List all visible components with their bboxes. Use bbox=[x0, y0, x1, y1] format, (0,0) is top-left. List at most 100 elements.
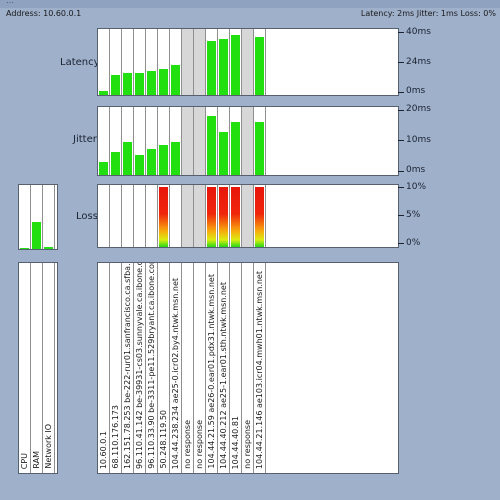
loss-bar bbox=[219, 187, 228, 247]
hop-name-column[interactable]: 104.44.40.81 bbox=[230, 263, 242, 473]
hop-name-column[interactable]: 10.60.0.1 bbox=[98, 263, 110, 473]
window-title: … bbox=[6, 0, 14, 5]
resource-bar bbox=[32, 222, 41, 249]
latency-column[interactable] bbox=[122, 29, 134, 95]
jitter-bar bbox=[159, 145, 168, 175]
hop-name: 104.44.21.59 ae26-0.ear01.pdx31.ntwk.msn… bbox=[207, 274, 216, 469]
latency-column[interactable] bbox=[170, 29, 182, 95]
hop-name-column[interactable]: no response bbox=[194, 263, 206, 473]
loss-axis-tick bbox=[398, 187, 404, 188]
loss-axis-min: 0% bbox=[406, 238, 421, 248]
latency-column[interactable] bbox=[158, 29, 170, 95]
jitter-axis-mid: 10ms bbox=[406, 135, 431, 145]
jitter-chart[interactable] bbox=[97, 106, 399, 176]
loss-chart[interactable] bbox=[97, 184, 399, 248]
loss-bar bbox=[255, 187, 264, 247]
jitter-bar bbox=[135, 155, 144, 175]
latency-column[interactable] bbox=[110, 29, 122, 95]
latency-column[interactable] bbox=[218, 29, 230, 95]
jitter-axis-tick bbox=[398, 110, 404, 111]
jitter-column[interactable] bbox=[110, 107, 122, 175]
resource-label-column: CPU bbox=[19, 263, 31, 473]
resource-label-column: RAM bbox=[31, 263, 43, 473]
loss-label: Loss bbox=[76, 211, 98, 222]
loss-column[interactable] bbox=[170, 185, 182, 247]
loss-column[interactable] bbox=[158, 185, 170, 247]
loss-column[interactable] bbox=[206, 185, 218, 247]
resource-bar bbox=[20, 248, 29, 249]
resource-label: CPU bbox=[20, 452, 29, 469]
jitter-column[interactable] bbox=[242, 107, 254, 175]
jitter-axis-min: 0ms bbox=[406, 165, 426, 175]
jitter-column[interactable] bbox=[146, 107, 158, 175]
hop-name: 104.44.238.234 ae25-0.icr02.by4.ntwk.msn… bbox=[171, 277, 180, 469]
jitter-column[interactable] bbox=[158, 107, 170, 175]
jitter-column[interactable] bbox=[218, 107, 230, 175]
latency-chart[interactable] bbox=[97, 28, 399, 96]
latency-column[interactable] bbox=[194, 29, 206, 95]
loss-column[interactable] bbox=[194, 185, 206, 247]
hop-name-column[interactable]: no response bbox=[242, 263, 254, 473]
loss-column[interactable] bbox=[110, 185, 122, 247]
latency-column[interactable] bbox=[254, 29, 266, 95]
loss-axis-tick bbox=[398, 215, 404, 216]
latency-axis-tick bbox=[398, 92, 404, 93]
hop-name-column[interactable]: 104.44.21.146 ae103.icr04.mwh01.ntwk.msn… bbox=[254, 263, 266, 473]
jitter-column[interactable] bbox=[194, 107, 206, 175]
jitter-bar bbox=[255, 122, 264, 175]
jitter-label: Jitter bbox=[73, 134, 97, 145]
jitter-column[interactable] bbox=[170, 107, 182, 175]
summary-stats: Latency: 2ms Jitter: 1ms Loss: 0% bbox=[360, 9, 496, 18]
jitter-bar bbox=[219, 132, 228, 175]
hop-name-column[interactable]: 96.110.33.90 be-3311-pe11.529bryant.ca.i… bbox=[146, 263, 158, 473]
latency-column[interactable] bbox=[182, 29, 194, 95]
loss-column[interactable] bbox=[122, 185, 134, 247]
loss-bar bbox=[207, 187, 216, 247]
loss-column[interactable] bbox=[230, 185, 242, 247]
latency-column[interactable] bbox=[206, 29, 218, 95]
latency-column[interactable] bbox=[146, 29, 158, 95]
latency-column[interactable] bbox=[242, 29, 254, 95]
hop-name: 96.110.41.142 be-39931-cs03.sunnyvale.ca… bbox=[135, 262, 144, 469]
hop-name-column[interactable]: 104.44.238.234 ae25-0.icr02.by4.ntwk.msn… bbox=[170, 263, 182, 473]
hop-name-column[interactable]: 50.248.119.50 bbox=[158, 263, 170, 473]
jitter-bar bbox=[123, 142, 132, 175]
jitter-column[interactable] bbox=[122, 107, 134, 175]
hop-name: 10.60.0.1 bbox=[99, 430, 108, 469]
latency-bar bbox=[147, 71, 156, 95]
latency-axis-max: 40ms bbox=[406, 27, 431, 37]
loss-column[interactable] bbox=[182, 185, 194, 247]
loss-column[interactable] bbox=[134, 185, 146, 247]
jitter-column[interactable] bbox=[182, 107, 194, 175]
loss-column[interactable] bbox=[146, 185, 158, 247]
loss-column[interactable] bbox=[254, 185, 266, 247]
loss-column[interactable] bbox=[242, 185, 254, 247]
hop-name-column[interactable]: no response bbox=[182, 263, 194, 473]
latency-column[interactable] bbox=[134, 29, 146, 95]
resource-column bbox=[19, 185, 31, 249]
latency-bar bbox=[255, 37, 264, 95]
latency-column[interactable] bbox=[98, 29, 110, 95]
jitter-column[interactable] bbox=[98, 107, 110, 175]
jitter-column[interactable] bbox=[254, 107, 266, 175]
latency-bar bbox=[135, 73, 144, 95]
hop-name-column[interactable]: 162.151.78.253 be-222-rur01.sanfrancisco… bbox=[122, 263, 134, 473]
jitter-bar bbox=[147, 149, 156, 175]
hop-name-column[interactable]: 68.110.176.173 bbox=[110, 263, 122, 473]
latency-column[interactable] bbox=[230, 29, 242, 95]
loss-column[interactable] bbox=[98, 185, 110, 247]
resource-label: Network IO bbox=[44, 424, 53, 469]
hop-name-column[interactable]: 104.44.40.212 ae25-1.ear01.sth.ntwk.msn.… bbox=[218, 263, 230, 473]
hop-name-column[interactable]: 104.44.21.59 ae26-0.ear01.pdx31.ntwk.msn… bbox=[206, 263, 218, 473]
jitter-column[interactable] bbox=[134, 107, 146, 175]
loss-bar bbox=[231, 187, 240, 247]
loss-column[interactable] bbox=[218, 185, 230, 247]
jitter-column[interactable] bbox=[230, 107, 242, 175]
jitter-column[interactable] bbox=[206, 107, 218, 175]
loss-axis-max: 10% bbox=[406, 182, 427, 192]
jitter-axis-max: 20ms bbox=[406, 104, 431, 114]
latency-axis-min: 0ms bbox=[406, 86, 426, 96]
hop-list[interactable]: 10.60.0.1 68.110.176.173 162.151.78.253 be… bbox=[97, 262, 399, 474]
hop-name-column[interactable]: 96.110.41.142 be-39931-cs03.sunnyvale.ca… bbox=[134, 263, 146, 473]
latency-bar bbox=[207, 41, 216, 95]
